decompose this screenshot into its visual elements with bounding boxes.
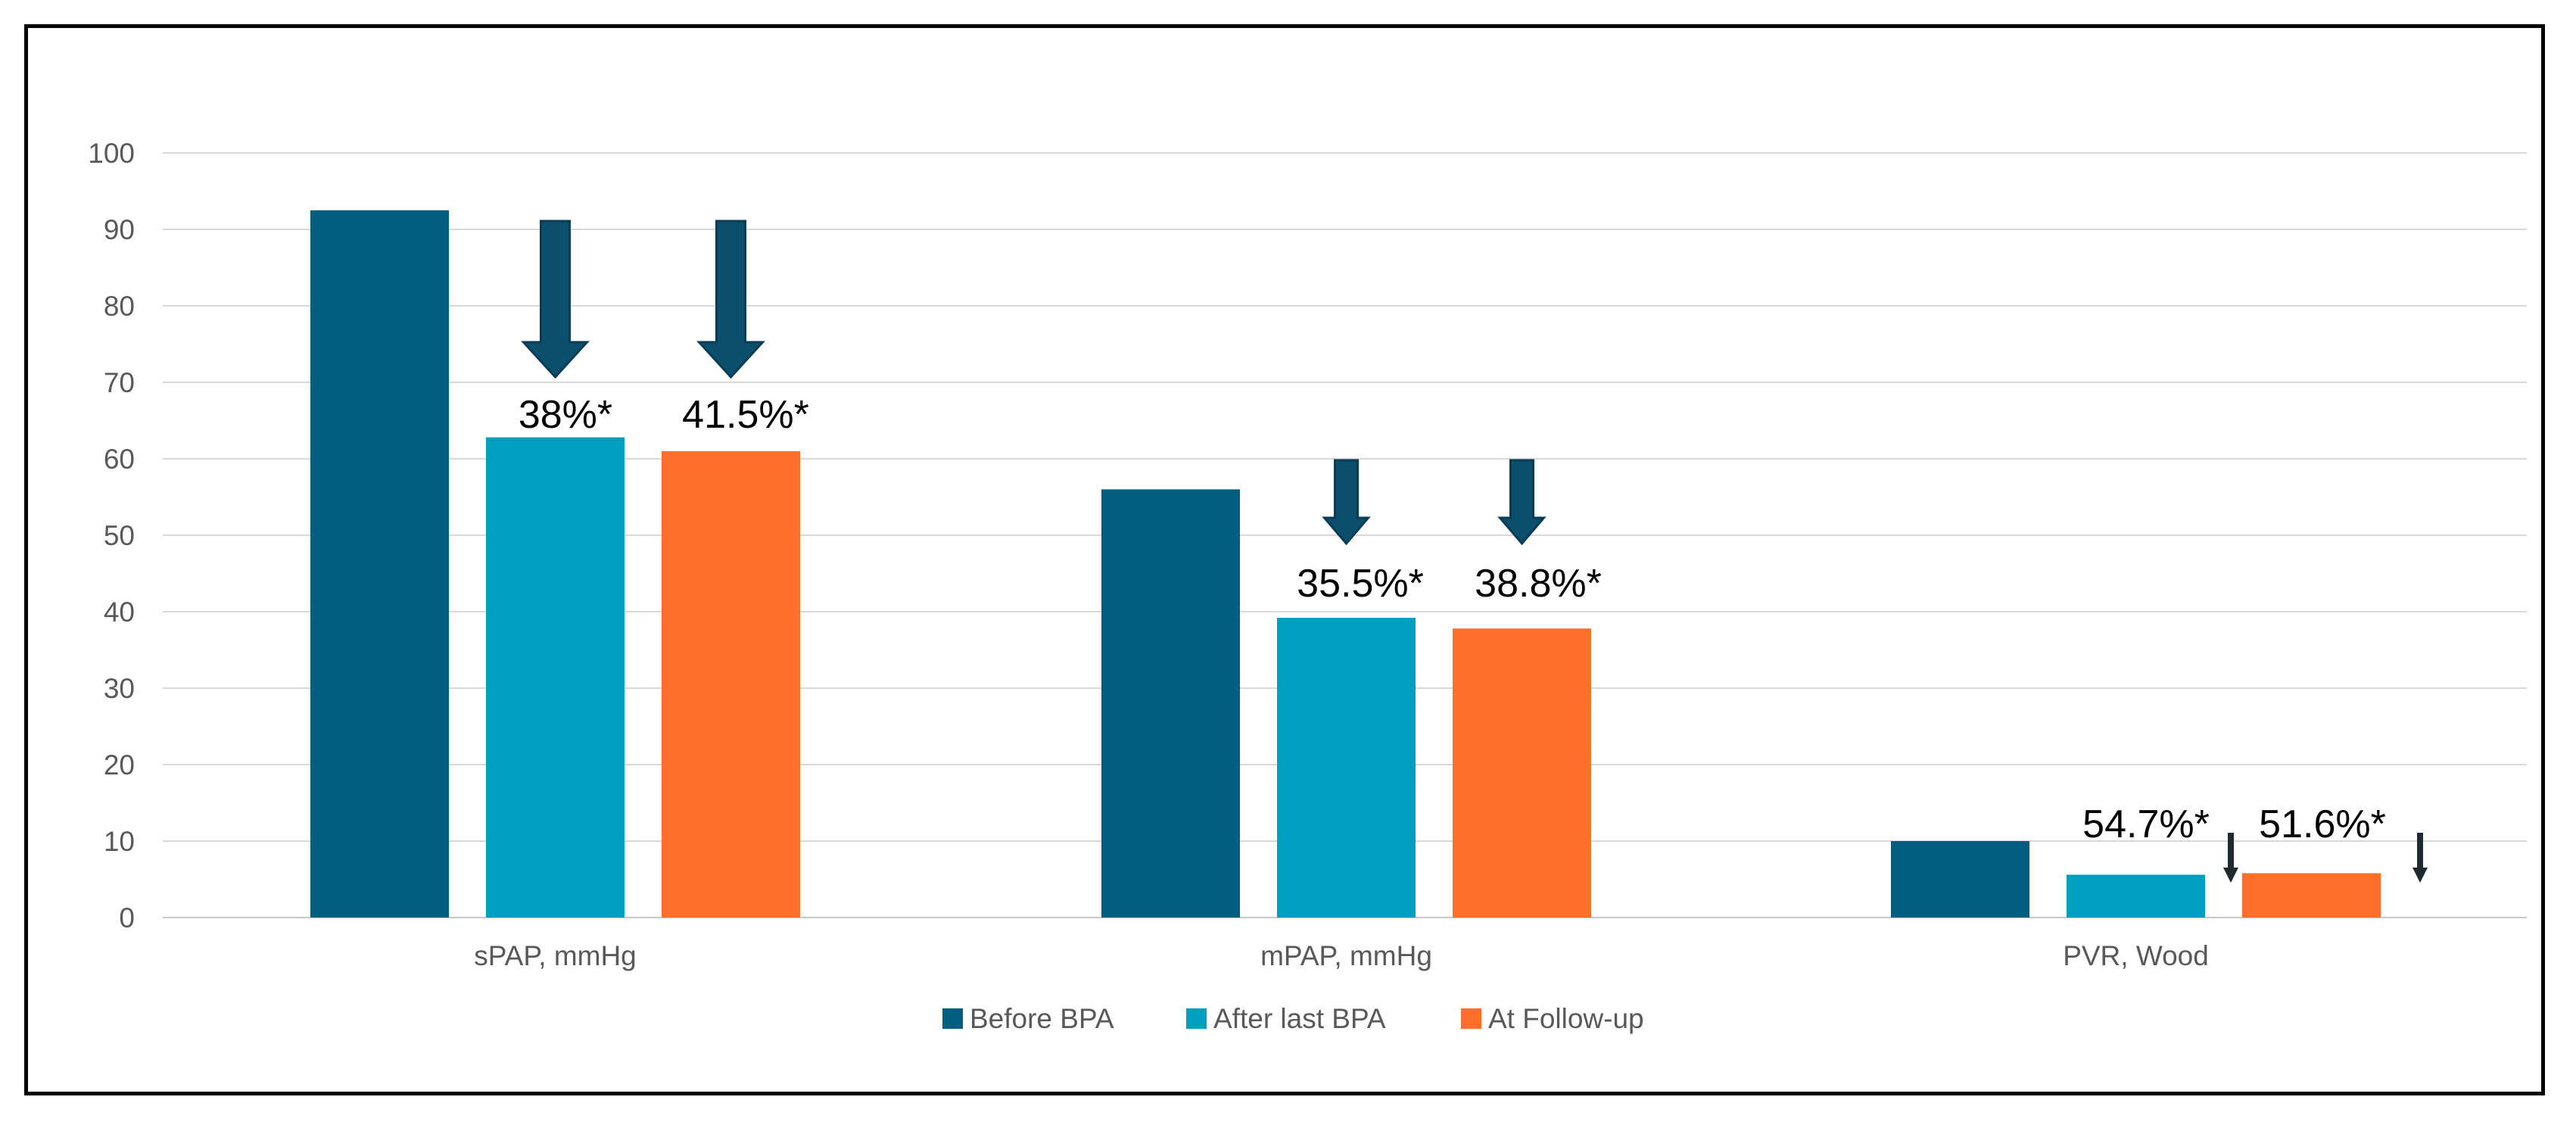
x-tick-label: sPAP, mmHg: [474, 940, 637, 971]
reduction-label: 38%*: [519, 393, 612, 437]
y-tick-label: 40: [104, 597, 135, 628]
bar-0-0: [310, 210, 449, 918]
bar-2-0: [1891, 841, 2029, 918]
reduction-arrow-small: [2412, 833, 2428, 883]
x-tick-label: PVR, Wood: [2063, 940, 2209, 971]
y-tick-label: 80: [104, 291, 135, 322]
y-tick-label: 10: [104, 826, 135, 857]
legend-swatch: [1186, 1008, 1207, 1029]
y-tick-label: 30: [104, 673, 135, 704]
bar-1-0: [1101, 489, 1240, 918]
reduction-label: 35.5%*: [1297, 562, 1424, 606]
legend-label: Before BPA: [970, 1003, 1114, 1034]
reduction-label: 38.8%*: [1475, 562, 1602, 606]
reduction-arrow: [696, 220, 765, 379]
reduction-label: 41.5%*: [682, 393, 809, 437]
reduction-label: 51.6%*: [2259, 802, 2386, 846]
bar-1-2: [1453, 628, 1591, 918]
reduction-label: 54.7%*: [2082, 802, 2210, 846]
bar-2-1: [2067, 874, 2205, 918]
bar-1-1: [1277, 618, 1416, 918]
reduction-arrow-small: [2223, 833, 2238, 883]
y-tick-label: 60: [104, 444, 135, 475]
y-tick-label: 70: [104, 367, 135, 398]
reduction-arrow: [1497, 459, 1547, 546]
x-tick-label: mPAP, mmHg: [1260, 940, 1432, 971]
legend-label: After last BPA: [1213, 1003, 1386, 1034]
reduction-arrow: [521, 220, 590, 379]
legend-swatch: [942, 1008, 963, 1029]
bar-0-1: [486, 437, 625, 918]
bar-2-2: [2242, 873, 2381, 918]
bar-0-2: [662, 450, 800, 918]
legend-label: At Follow-up: [1488, 1003, 1644, 1034]
y-tick-label: 0: [119, 902, 135, 933]
y-tick-label: 50: [104, 520, 135, 551]
y-tick-label: 20: [104, 749, 135, 781]
y-tick-label: 90: [104, 214, 135, 245]
reduction-arrow: [1322, 459, 1371, 546]
y-tick-label: 100: [88, 138, 135, 169]
legend-swatch: [1461, 1008, 1481, 1029]
